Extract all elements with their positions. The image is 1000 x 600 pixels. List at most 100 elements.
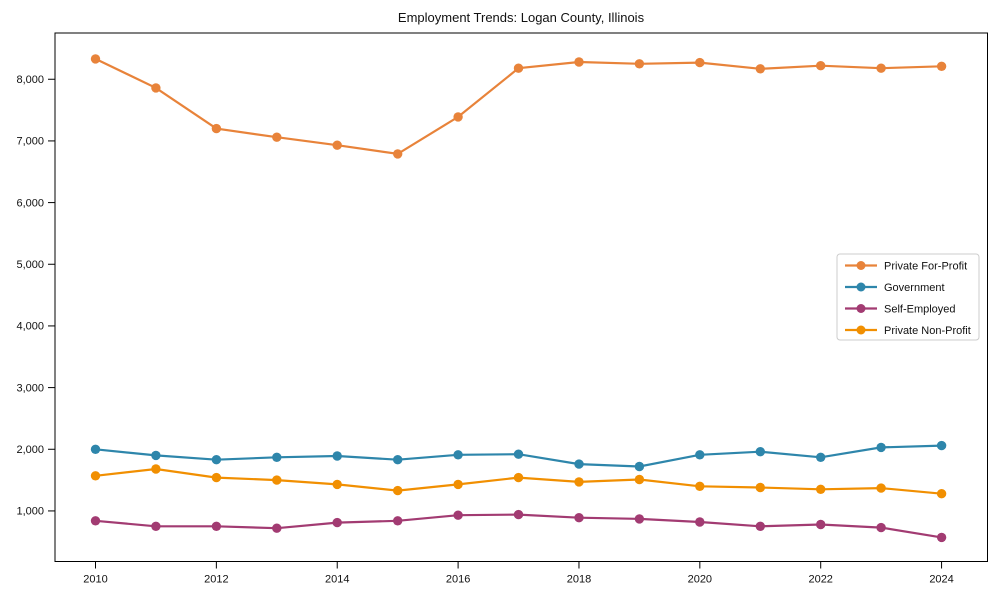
data-point-self-employed: [272, 523, 282, 533]
data-point-private-non-profit: [453, 479, 463, 490]
legend-marker-icon: [856, 282, 866, 292]
legend-marker-icon: [856, 261, 866, 270]
data-point-private-for-profit: [876, 63, 886, 73]
y-tick-label: 7,000: [16, 136, 44, 148]
legend-item-self-employed: Self-Employed: [845, 304, 956, 316]
data-point-government: [90, 444, 101, 454]
data-point-self-employed: [453, 510, 463, 520]
data-point-government: [453, 450, 463, 460]
data-point-self-employed: [211, 521, 222, 531]
data-point-private-for-profit: [634, 59, 645, 69]
data-point-private-for-profit: [574, 57, 584, 67]
data-point-government: [634, 461, 645, 472]
y-tick-label: 2,000: [16, 444, 44, 456]
data-point-private-non-profit: [695, 481, 705, 491]
data-point-self-employed: [695, 517, 705, 527]
y-tick-label: 6,000: [16, 197, 44, 209]
series-private-for-profit: [90, 54, 947, 159]
data-point-private-for-profit: [272, 132, 282, 142]
data-point-private-non-profit: [90, 471, 101, 481]
data-point-self-employed: [332, 517, 342, 528]
data-point-self-employed: [393, 516, 403, 526]
data-point-self-employed: [513, 509, 524, 520]
data-point-private-non-profit: [332, 479, 342, 490]
data-point-self-employed: [755, 521, 765, 531]
series-line-private-for-profit: [95, 57, 942, 156]
data-point-private-non-profit: [634, 474, 645, 485]
legend-label: Government: [884, 282, 945, 294]
data-point-government: [393, 455, 403, 465]
x-tick-label: 2024: [929, 574, 953, 586]
y-tick-label: 5,000: [16, 259, 44, 271]
data-point-government: [151, 450, 161, 461]
data-point-private-for-profit: [816, 60, 826, 71]
y-tick-label: 4,000: [16, 321, 44, 333]
x-tick-label: 2010: [83, 574, 107, 586]
x-tick-label: 2014: [325, 574, 349, 586]
x-tick-label: 2016: [446, 574, 470, 586]
data-point-private-for-profit: [453, 112, 463, 122]
x-tick-label: 2020: [688, 574, 712, 586]
data-point-government: [272, 452, 282, 462]
data-point-private-non-profit: [755, 482, 765, 493]
data-point-government: [574, 459, 584, 469]
data-point-private-for-profit: [211, 123, 222, 134]
data-point-government: [332, 451, 342, 461]
data-point-private-non-profit: [936, 489, 947, 499]
y-tick-label: 1,000: [16, 506, 44, 518]
series-private-non-profit: [90, 464, 947, 499]
legend-label: Self-Employed: [884, 304, 956, 316]
x-tick-label: 2018: [567, 574, 591, 586]
data-point-private-non-profit: [513, 472, 524, 483]
data-point-self-employed: [634, 514, 645, 524]
data-point-government: [816, 452, 826, 462]
x-tick-label: 2022: [808, 574, 832, 586]
data-point-self-employed: [936, 532, 947, 543]
legend-marker-icon: [856, 304, 866, 313]
data-point-private-for-profit: [936, 61, 947, 71]
data-point-government: [755, 447, 765, 457]
data-point-self-employed: [151, 521, 161, 531]
y-tick-label: 3,000: [16, 382, 44, 394]
data-point-private-non-profit: [211, 472, 222, 483]
data-point-private-for-profit: [332, 140, 342, 150]
data-point-self-employed: [90, 516, 101, 526]
data-point-government: [211, 455, 222, 465]
data-point-government: [936, 440, 947, 451]
y-tick-label: 8,000: [16, 74, 44, 86]
series-self-employed: [90, 509, 947, 543]
data-point-self-employed: [574, 513, 584, 523]
data-point-private-for-profit: [513, 63, 524, 73]
data-point-private-for-profit: [755, 64, 765, 74]
data-point-private-for-profit: [393, 149, 403, 159]
legend-label: Private Non-Profit: [884, 325, 971, 337]
x-tick-label: 2012: [204, 574, 228, 586]
legend: Private For-Profit Government Self-Employe…: [836, 253, 980, 341]
data-point-private-non-profit: [876, 483, 886, 493]
data-point-government: [876, 442, 886, 453]
legend-marker-icon: [856, 325, 866, 335]
plot-area: 1,000 2,000 3,000 4,000 5,000 6,000 7,000 8,000…: [16, 32, 988, 586]
data-point-private-non-profit: [272, 475, 282, 485]
data-point-self-employed: [876, 522, 886, 533]
data-point-private-non-profit: [151, 464, 161, 474]
legend-item-government: Government: [845, 282, 945, 294]
data-point-self-employed: [816, 519, 826, 530]
data-point-private-for-profit: [695, 57, 705, 68]
series-government: [90, 440, 947, 472]
data-point-private-non-profit: [393, 485, 403, 496]
legend-label: Private For-Profit: [884, 261, 967, 273]
data-point-private-for-profit: [90, 54, 101, 64]
legend-box: [836, 253, 980, 341]
data-point-government: [695, 450, 705, 460]
chart-title: Employment Trends: Logan County, Illinoi…: [398, 10, 645, 25]
legend-item-private-non-profit: Private Non-Profit: [845, 325, 971, 337]
legend-item-private-for-profit: Private For-Profit: [845, 261, 967, 273]
data-point-private-non-profit: [574, 477, 584, 487]
data-point-private-for-profit: [151, 83, 161, 93]
data-point-government: [513, 449, 524, 459]
axes-frame: [54, 32, 988, 562]
data-point-private-non-profit: [816, 484, 826, 494]
